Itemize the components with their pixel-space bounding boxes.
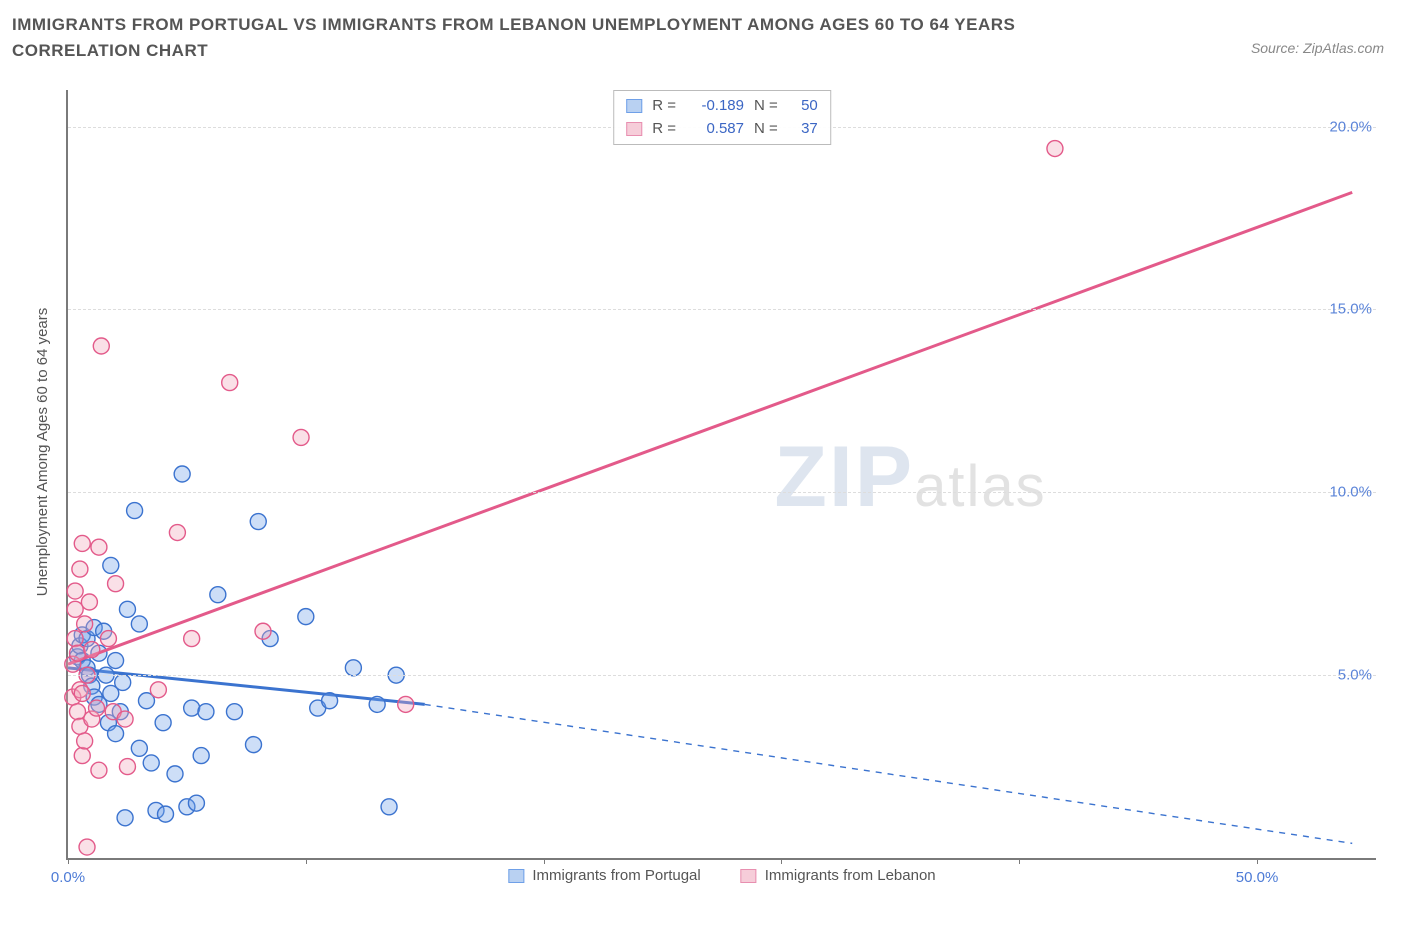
legend-item-portugal: Immigrants from Portugal [508, 867, 700, 884]
gridline [68, 309, 1376, 310]
source-attribution: Source: ZipAtlas.com [1251, 40, 1384, 56]
y-tick-label: 10.0% [1329, 484, 1378, 501]
correlation-chart: IMMIGRANTS FROM PORTUGAL VS IMMIGRANTS F… [12, 12, 1394, 918]
n-value-lebanon: 37 [788, 118, 818, 141]
n-label: N = [754, 95, 778, 118]
x-tick [781, 858, 782, 864]
n-label: N = [754, 118, 778, 141]
n-value-portugal: 50 [788, 95, 818, 118]
legend-swatch-portugal [508, 869, 524, 883]
chart-title: IMMIGRANTS FROM PORTUGAL VS IMMIGRANTS F… [12, 12, 1132, 63]
y-axis-label: Unemployment Among Ages 60 to 64 years [34, 308, 51, 597]
bottom-legend: Immigrants from Portugal Immigrants from… [508, 867, 935, 884]
x-tick [1257, 858, 1258, 864]
x-tick [306, 858, 307, 864]
stats-legend: R = -0.189 N = 50 R = 0.587 N = 37 [613, 90, 831, 145]
x-tick [1019, 858, 1020, 864]
plot-svg [68, 90, 1376, 858]
x-tick [68, 858, 69, 864]
x-tick-label: 0.0% [51, 869, 85, 886]
stats-row-lebanon: R = 0.587 N = 37 [626, 118, 818, 141]
x-tick [544, 858, 545, 864]
plot-area: R = -0.189 N = 50 R = 0.587 N = 37 ZIPat… [66, 90, 1376, 860]
y-tick-label: 15.0% [1329, 301, 1378, 318]
stats-row-portugal: R = -0.189 N = 50 [626, 95, 818, 118]
r-value-portugal: -0.189 [686, 95, 744, 118]
x-tick-label: 50.0% [1236, 869, 1279, 886]
r-value-lebanon: 0.587 [686, 118, 744, 141]
legend-swatch-lebanon [741, 869, 757, 883]
legend-label-lebanon: Immigrants from Lebanon [765, 867, 936, 884]
legend-item-lebanon: Immigrants from Lebanon [741, 867, 936, 884]
legend-label-portugal: Immigrants from Portugal [532, 867, 700, 884]
gridline [68, 675, 1376, 676]
r-label: R = [652, 95, 676, 118]
swatch-lebanon [626, 122, 642, 136]
swatch-portugal [626, 99, 642, 113]
y-tick-label: 5.0% [1338, 667, 1378, 684]
y-tick-label: 20.0% [1329, 118, 1378, 135]
gridline [68, 492, 1376, 493]
r-label: R = [652, 118, 676, 141]
